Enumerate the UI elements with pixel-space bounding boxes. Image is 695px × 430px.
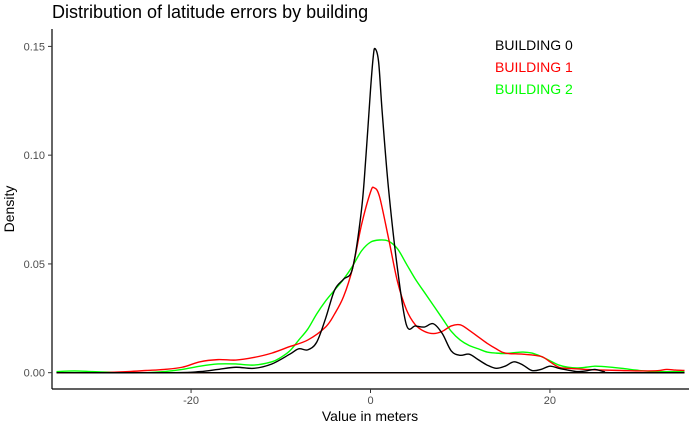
density-line-building-1 [56, 186, 685, 374]
x-tick-label: 0 [367, 395, 373, 407]
legend: BUILDING 0 BUILDING 1 BUILDING 2 [495, 37, 573, 97]
legend-label-building-2: BUILDING 2 [495, 81, 573, 97]
x-tick-label: 20 [544, 395, 556, 407]
y-tick-label: 0.00 [24, 368, 45, 380]
y-tick-label: 0.15 [24, 41, 45, 53]
density-line-building-0 [56, 47, 685, 374]
x-axis-ticks: -20 0 20 [183, 389, 556, 407]
x-axis-label: Value in meters [322, 408, 418, 424]
y-axis-ticks: 0.00 0.05 0.10 0.15 [24, 41, 52, 380]
series-lines [56, 47, 685, 374]
y-axis-label: Density [1, 186, 17, 233]
y-tick-label: 0.10 [24, 150, 45, 162]
legend-label-building-0: BUILDING 0 [495, 37, 573, 53]
y-axis-label-group: Density [1, 186, 17, 233]
density-line-building-2 [56, 239, 685, 374]
y-tick-label: 0.05 [24, 259, 45, 271]
chart-title: Distribution of latitude errors by build… [52, 2, 368, 22]
x-tick-label: -20 [183, 395, 199, 407]
legend-label-building-1: BUILDING 1 [495, 59, 573, 75]
